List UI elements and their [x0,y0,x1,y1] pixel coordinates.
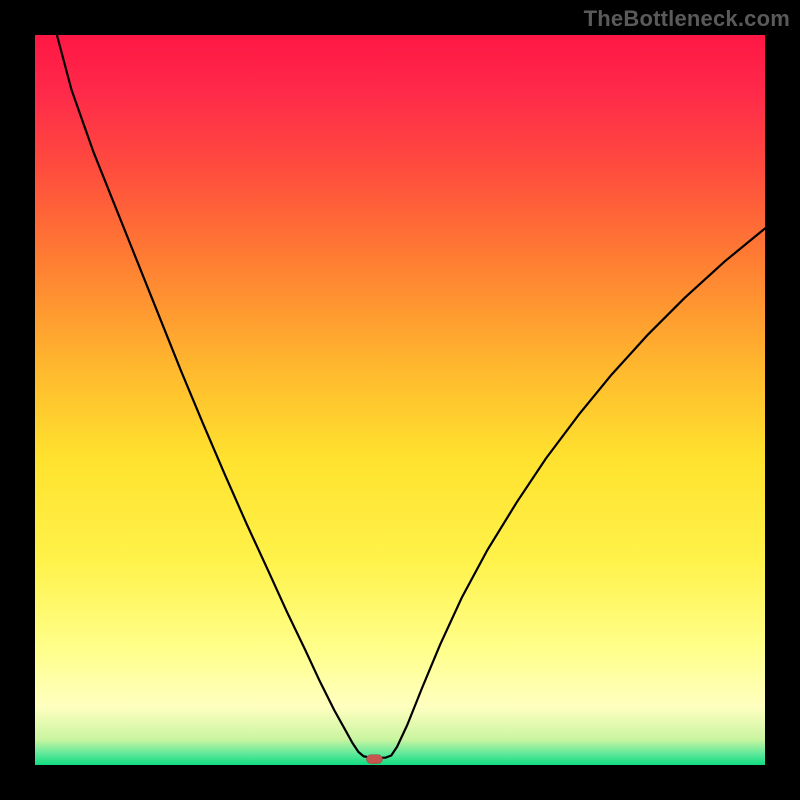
chart-background [35,35,765,765]
optimum-marker [366,755,382,764]
watermark-text: TheBottleneck.com [584,6,790,32]
bottleneck-chart [0,0,800,800]
chart-svg [0,0,800,800]
